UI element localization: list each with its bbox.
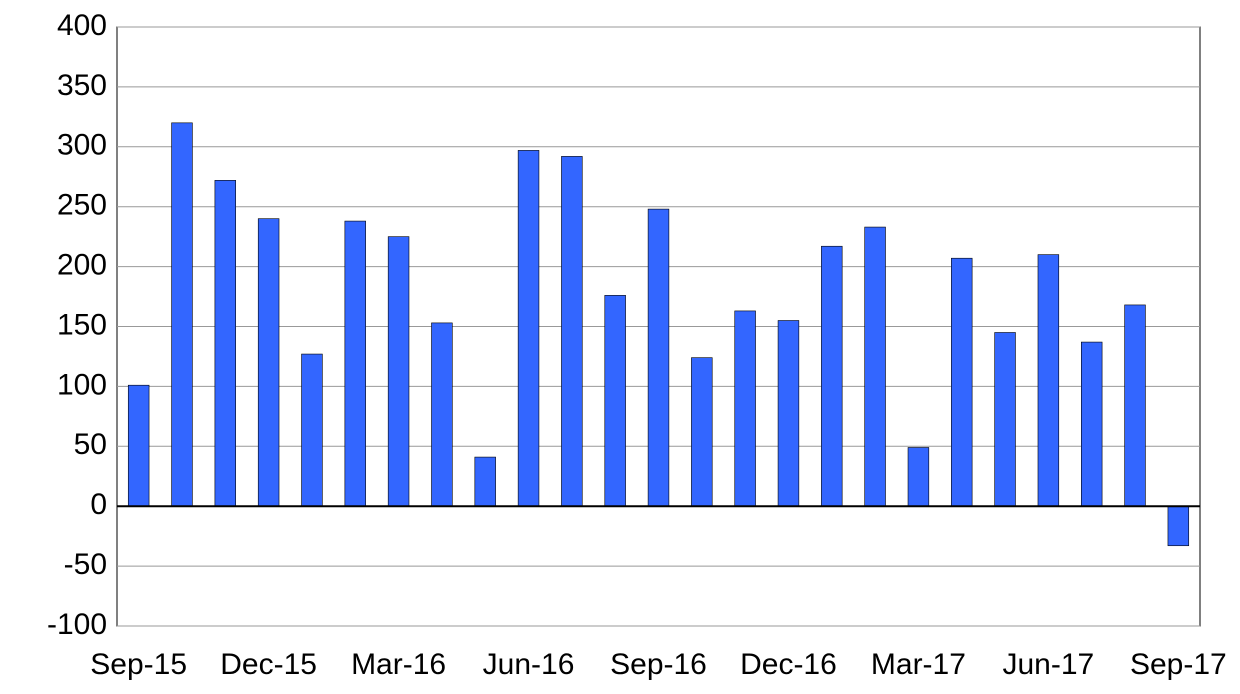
y-tick-label: -100 bbox=[47, 608, 107, 641]
x-tick-label: Dec-15 bbox=[220, 648, 317, 681]
bar bbox=[1124, 304, 1146, 507]
bar bbox=[647, 208, 670, 507]
x-tick-label: Dec-16 bbox=[740, 648, 837, 681]
x-tick-label: Mar-17 bbox=[871, 648, 966, 681]
bar bbox=[1037, 254, 1060, 507]
y-tick-label: 100 bbox=[57, 368, 107, 401]
x-tick-label: Sep-16 bbox=[610, 648, 707, 681]
y-tick-label: 350 bbox=[57, 69, 107, 102]
y-tick-label: 200 bbox=[57, 249, 107, 282]
bar bbox=[734, 310, 756, 507]
bar bbox=[301, 353, 323, 507]
bar bbox=[517, 150, 540, 507]
bar bbox=[1081, 341, 1103, 507]
bar bbox=[864, 226, 886, 507]
bar bbox=[951, 257, 973, 507]
y-tick-label: -50 bbox=[64, 548, 107, 581]
bar bbox=[561, 156, 583, 507]
bar bbox=[1167, 505, 1190, 547]
bar bbox=[387, 236, 410, 507]
x-tick-label: Mar-16 bbox=[351, 648, 446, 681]
y-tick-label: 150 bbox=[57, 308, 107, 341]
bar bbox=[604, 295, 626, 507]
y-tick-label: 400 bbox=[57, 9, 107, 42]
bar bbox=[127, 384, 150, 507]
bar bbox=[691, 357, 713, 507]
bar bbox=[777, 320, 800, 507]
bar bbox=[821, 245, 843, 507]
x-tick-label: Jun-17 bbox=[1003, 648, 1095, 681]
y-tick-label: 0 bbox=[90, 488, 107, 521]
y-tick-label: 250 bbox=[57, 189, 107, 222]
bar bbox=[994, 332, 1016, 507]
y-tick-label: 300 bbox=[57, 129, 107, 162]
y-tick-label: 50 bbox=[74, 428, 107, 461]
bar bbox=[171, 122, 193, 507]
x-tick-label: Jun-16 bbox=[483, 648, 575, 681]
bar bbox=[431, 322, 453, 507]
x-tick-label: Sep-15 bbox=[90, 648, 187, 681]
bar bbox=[474, 456, 496, 507]
bar bbox=[257, 218, 280, 507]
bar bbox=[214, 180, 236, 507]
bar bbox=[344, 220, 366, 507]
bar bbox=[907, 447, 930, 507]
x-tick-label: Sep-17 bbox=[1130, 648, 1227, 681]
